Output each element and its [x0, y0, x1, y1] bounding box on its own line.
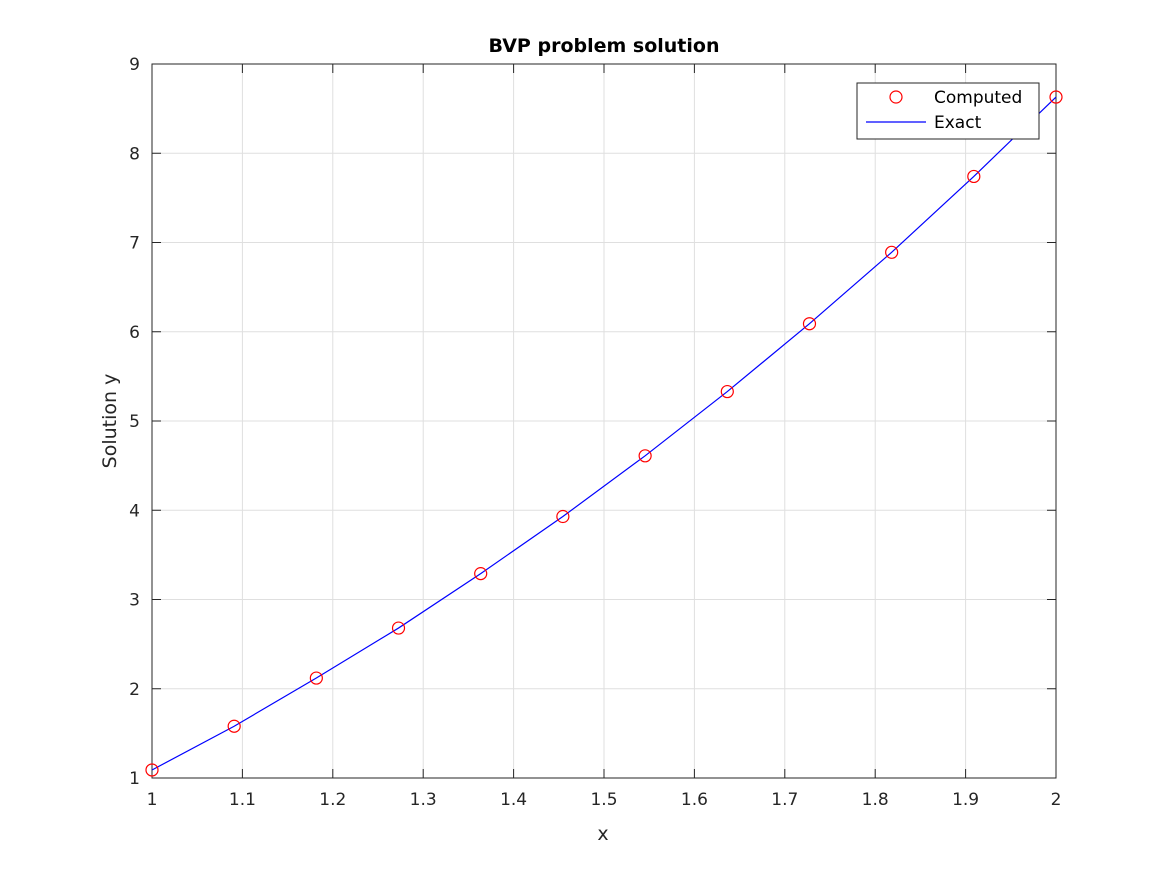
computed-point — [802, 317, 817, 331]
computed-point — [967, 169, 981, 184]
y-tick-label: 5 — [129, 412, 140, 432]
x-tick-label: 1.6 — [681, 790, 708, 810]
legend: Computed Exact — [856, 82, 1040, 140]
legend-computed-label: Computed — [934, 88, 1022, 108]
y-tick-label: 4 — [129, 501, 140, 521]
y-tick-label: 9 — [129, 55, 140, 75]
y-axis-label: Solution y — [99, 374, 121, 469]
x-tick-label: 1 — [147, 790, 158, 810]
x-tick-label: 1.5 — [590, 790, 617, 810]
y-tick-label: 8 — [129, 144, 140, 164]
x-axis-label: x — [597, 823, 608, 845]
computed-point — [885, 245, 899, 259]
x-tick-label: 1.4 — [500, 790, 527, 810]
exact-series-line — [151, 96, 1057, 771]
computed-point — [638, 449, 652, 463]
legend-box — [856, 82, 1040, 140]
tick-labels: 1 1.1 1.2 1.3 1.4 1.5 1.6 1.7 1.8 1.9 2 1 2 3 4 5 6 7 8 9 — [129, 55, 1061, 810]
y-tick-label: 1 — [129, 769, 140, 789]
computed-point — [1049, 90, 1063, 104]
computed-point — [227, 719, 241, 733]
computed-point — [720, 384, 734, 399]
x-tick-label: 2 — [1051, 790, 1062, 810]
legend-computed-marker — [889, 90, 903, 104]
axes-box — [151, 63, 1057, 779]
y-tick-label: 2 — [129, 680, 140, 700]
legend-exact-label: Exact — [934, 113, 982, 133]
y-tick-label: 6 — [129, 323, 140, 343]
computed-point — [309, 671, 323, 685]
computed-point — [391, 621, 406, 635]
x-tick-label: 1.8 — [862, 790, 889, 810]
x-tick-label: 1.9 — [952, 790, 979, 810]
x-tick-label: 1.1 — [229, 790, 256, 810]
axes — [151, 63, 1057, 779]
y-tick-label: 7 — [129, 234, 140, 254]
data-series — [145, 90, 1063, 777]
x-tick-label: 1.3 — [410, 790, 437, 810]
computed-point — [474, 567, 488, 581]
x-tick-label: 1.7 — [771, 790, 798, 810]
computed-point — [556, 509, 570, 524]
chart-title: BVP problem solution — [489, 35, 720, 57]
x-tick-label: 1.2 — [319, 790, 346, 810]
y-tick-label: 3 — [129, 591, 140, 611]
computed-point — [145, 763, 159, 777]
